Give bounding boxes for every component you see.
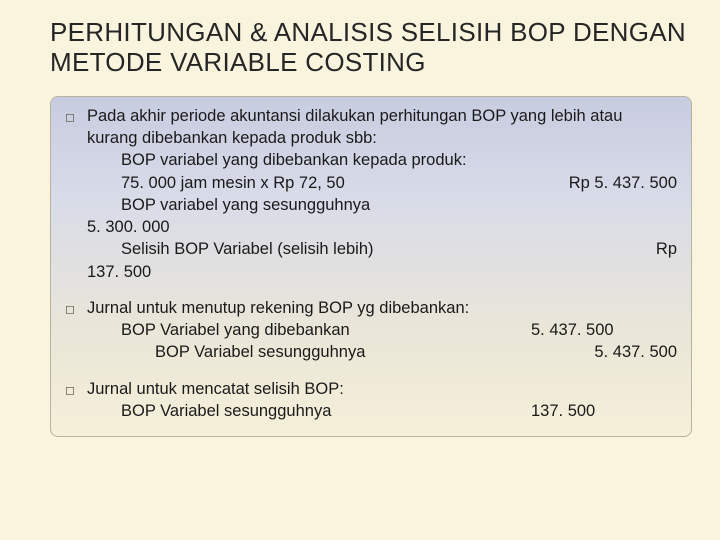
journal-account: BOP Variabel sesungguhnya (155, 341, 588, 363)
calc-label: 75. 000 jam mesin x Rp 72, 50 (121, 172, 563, 194)
bullet-body: Pada akhir periode akuntansi dilakukan p… (87, 105, 677, 283)
bullet-body: Jurnal untuk mencatat selisih BOP: BOP V… (87, 378, 677, 423)
bullet-lead-text: Jurnal untuk menutup rekening BOP yg dib… (87, 297, 677, 319)
calc-line: Selisih BOP Variabel (selisih lebih) Rp (87, 238, 677, 260)
journal-credit (671, 319, 677, 341)
bullet-lead-text: Jurnal untuk mencatat selisih BOP: (87, 378, 677, 400)
content-panel: ◻ Pada akhir periode akuntansi dilakukan… (50, 96, 692, 437)
journal-debit: 137. 500 (531, 400, 671, 422)
journal-line: BOP Variabel yang dibebankan 5. 437. 500 (87, 319, 677, 341)
calc-line: 75. 000 jam mesin x Rp 72, 50 Rp 5. 437.… (87, 172, 677, 194)
journal-account: BOP Variabel yang dibebankan (121, 319, 531, 341)
journal-credit (671, 400, 677, 422)
bullet-item: ◻ Jurnal untuk mencatat selisih BOP: BOP… (65, 378, 677, 423)
journal-account: BOP Variabel sesungguhnya (121, 400, 531, 422)
wrapped-amount: 5. 300. 000 (87, 216, 677, 238)
slide: PERHITUNGAN & ANALISIS SELISIH BOP DENGA… (0, 0, 720, 540)
wrapped-amount: 137. 500 (87, 261, 677, 283)
calc-amount: Rp (650, 238, 677, 260)
bullet-item: ◻ Pada akhir periode akuntansi dilakukan… (65, 105, 677, 283)
calc-amount: Rp 5. 437. 500 (563, 172, 677, 194)
journal-line: BOP Variabel sesungguhnya 137. 500 (87, 400, 677, 422)
bullet-icon: ◻ (65, 105, 87, 283)
journal-debit: 5. 437. 500 (531, 319, 671, 341)
bullet-lead-text: Pada akhir periode akuntansi dilakukan p… (87, 105, 677, 150)
bullet-body: Jurnal untuk menutup rekening BOP yg dib… (87, 297, 677, 364)
calc-line: BOP variabel yang sesungguhnya (87, 194, 677, 216)
calc-label: Selisih BOP Variabel (selisih lebih) (121, 238, 650, 260)
bullet-icon: ◻ (65, 378, 87, 423)
calc-line: BOP variabel yang dibebankan kepada prod… (87, 149, 677, 171)
journal-line: BOP Variabel sesungguhnya 5. 437. 500 (87, 341, 677, 363)
bullet-item: ◻ Jurnal untuk menutup rekening BOP yg d… (65, 297, 677, 364)
journal-credit: 5. 437. 500 (588, 341, 677, 363)
slide-title: PERHITUNGAN & ANALISIS SELISIH BOP DENGA… (50, 18, 692, 78)
bullet-icon: ◻ (65, 297, 87, 364)
